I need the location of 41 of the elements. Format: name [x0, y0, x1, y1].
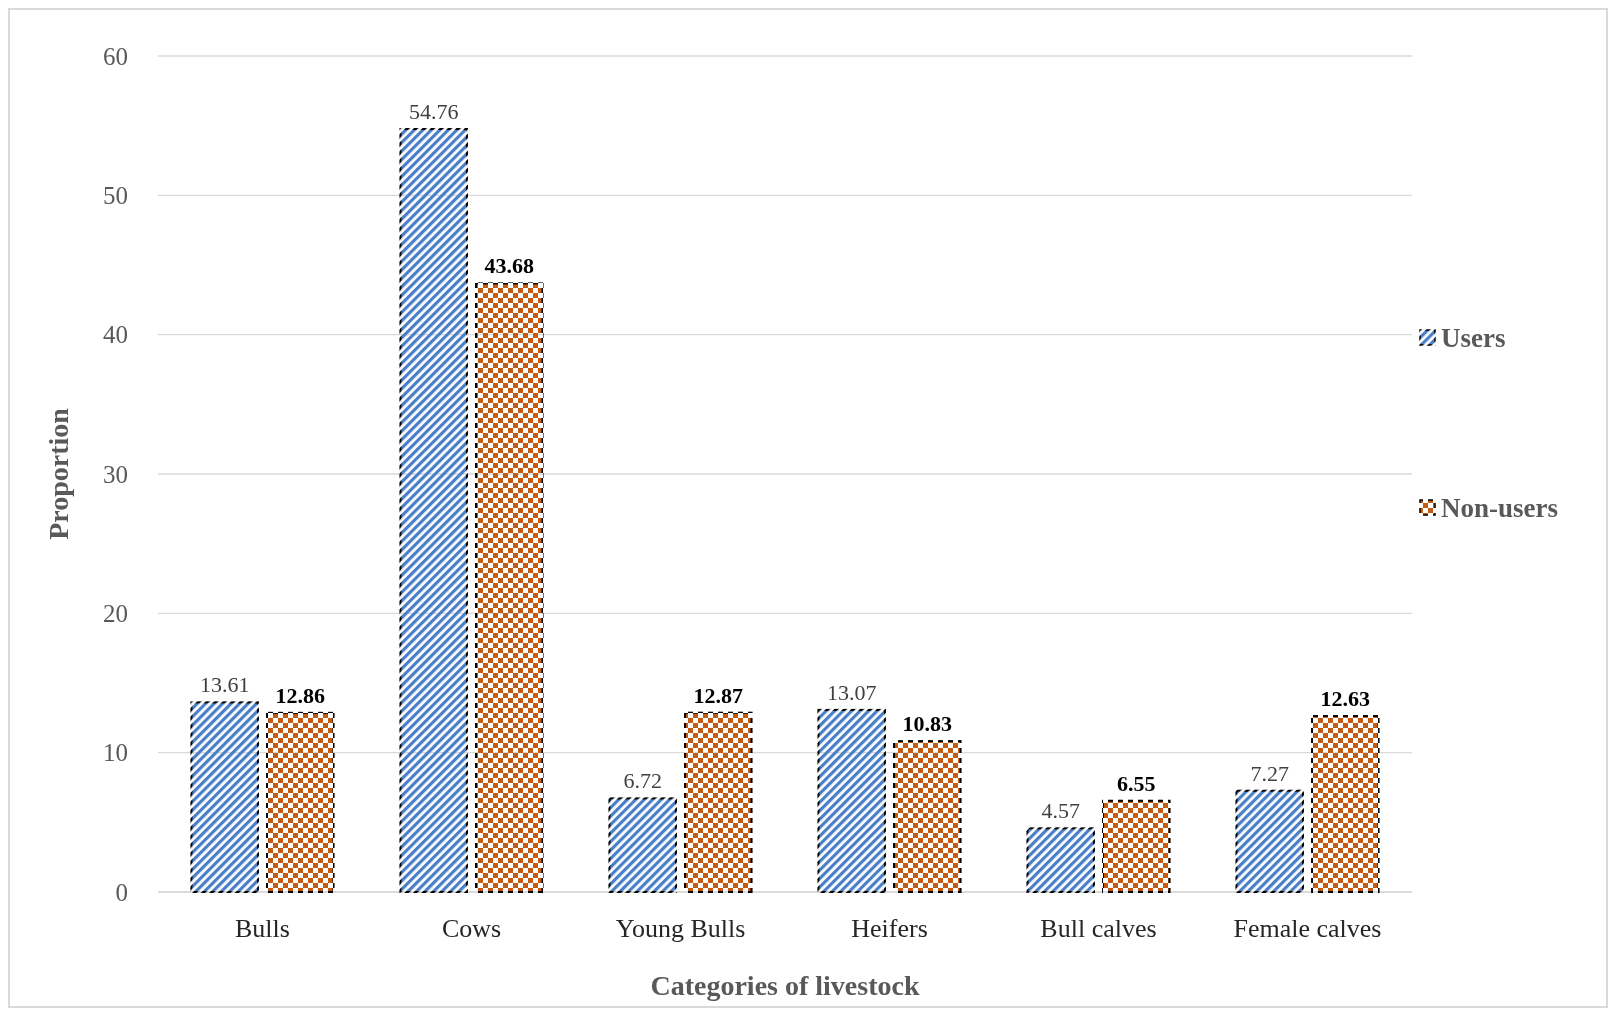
y-tick-label: 40: [103, 321, 128, 349]
data-label: 12.86: [275, 682, 326, 708]
bar: [1026, 827, 1095, 893]
y-tick-label: 0: [115, 878, 128, 906]
x-tick-label: Cows: [441, 914, 502, 943]
legend-label: Users: [1441, 323, 1506, 354]
data-label: 7.27: [1250, 760, 1289, 786]
y-tick-label: 60: [103, 42, 128, 70]
x-tick-label: Female calves: [1233, 914, 1382, 943]
bar: [399, 128, 468, 893]
data-label: 12.63: [1320, 686, 1371, 712]
y-tick-label: 50: [103, 182, 128, 210]
bar: [684, 711, 753, 893]
bar: [893, 740, 962, 893]
data-label: 6.72: [623, 768, 662, 794]
bar: [1235, 789, 1304, 893]
x-tick-label: Young Bulls: [615, 914, 746, 943]
bar: [266, 711, 335, 893]
data-label: 6.55: [1117, 770, 1156, 796]
x-tick-label: Heifers: [851, 914, 928, 943]
y-axis-title: Proportion: [43, 407, 74, 540]
x-tick-label: Bull calves: [1040, 914, 1157, 943]
y-tick-label: 10: [103, 739, 128, 767]
y-tick-label: 20: [103, 600, 128, 628]
bar: [1102, 799, 1171, 893]
x-tick-label: Bulls: [235, 914, 290, 943]
y-tick-label: 30: [103, 460, 128, 488]
data-label: 13.07: [826, 679, 877, 705]
data-label: 12.87: [693, 682, 744, 708]
bar: [1311, 715, 1380, 893]
x-axis-title: Categories of livestock: [650, 970, 920, 1001]
bar: [608, 797, 677, 893]
data-label: 4.57: [1041, 798, 1080, 824]
data-label: 54.76: [408, 99, 459, 125]
bar: [190, 701, 259, 893]
legend-label: Non-users: [1441, 493, 1559, 524]
data-label: 10.83: [902, 711, 953, 737]
bar: [475, 282, 544, 893]
data-label: 13.61: [199, 672, 250, 698]
bar: [817, 708, 886, 893]
data-label: 43.68: [484, 253, 535, 279]
